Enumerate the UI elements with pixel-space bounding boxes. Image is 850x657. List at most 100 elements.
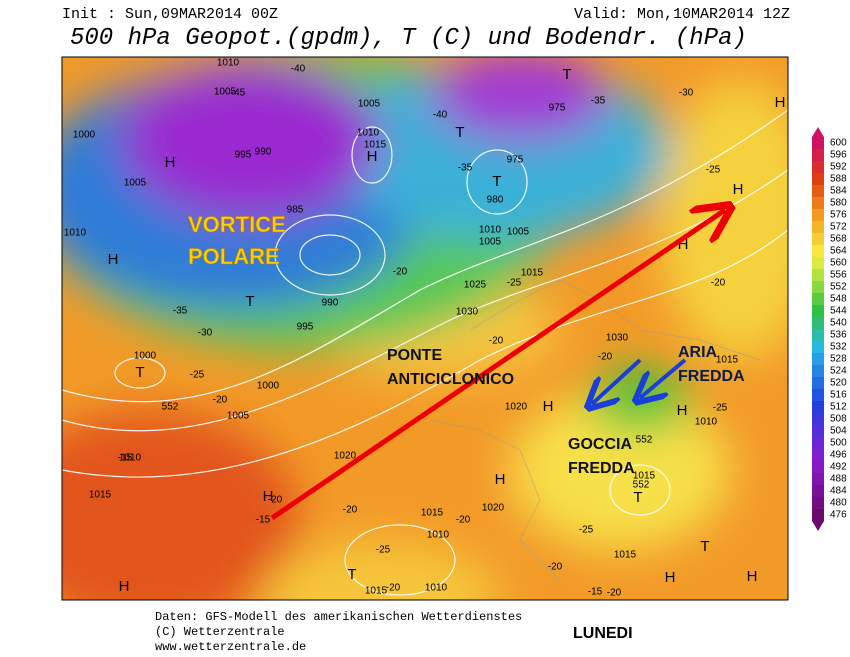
- map-label: 1005: [227, 411, 250, 422]
- map-label: -35: [173, 306, 188, 317]
- map-label: 1000: [73, 130, 96, 141]
- colorbar-cell: [812, 437, 824, 449]
- colorbar-label: 576: [830, 210, 847, 221]
- colorbar-cell: [812, 449, 824, 461]
- day-label: LUNEDI: [573, 625, 633, 642]
- map-label: 1005: [507, 227, 530, 238]
- map-label: -30: [198, 328, 213, 339]
- footer-copyright: (C) Wetterzentrale: [155, 625, 285, 639]
- map-label: 990: [322, 298, 339, 309]
- map-label: H: [543, 398, 554, 415]
- map-label: T: [492, 173, 501, 190]
- colorbar-label: 512: [830, 402, 847, 413]
- annotations: VORTICE POLARE PONTE ANTICICLONICO ARIA …: [188, 212, 745, 642]
- map-label: -35: [591, 96, 606, 107]
- colorbar-cell: [812, 485, 824, 497]
- colorbar-cell: [812, 365, 824, 377]
- map-label: 1010: [427, 530, 450, 541]
- colorbar-tip: [812, 127, 824, 137]
- map-label: T: [700, 538, 709, 555]
- map-label: -20: [598, 352, 613, 363]
- map-label: T: [135, 364, 144, 381]
- colorbar-cell: [812, 425, 824, 437]
- colorbar-cell: [812, 305, 824, 317]
- colorbar-cell: [812, 245, 824, 257]
- annotation: POLARE: [188, 244, 280, 269]
- map-label: -20: [456, 515, 471, 526]
- colorbar-cell: [812, 269, 824, 281]
- map-label: 1010: [64, 228, 87, 239]
- map-label: 1030: [606, 333, 629, 344]
- map-label: -20: [343, 505, 358, 516]
- colorbar-cell: [812, 281, 824, 293]
- colorbar-cell: [812, 509, 824, 521]
- map-label: T: [455, 124, 464, 141]
- map-title: 500 hPa Geopot.(gpdm), T (C) und Bodendr…: [70, 25, 747, 52]
- colorbar-cell: [812, 377, 824, 389]
- map-label: T: [633, 489, 642, 506]
- colorbar-cell: [812, 149, 824, 161]
- map-label: 1015: [716, 355, 739, 366]
- colorbar-label: 548: [830, 294, 847, 305]
- annotation: ANTICICLONICO: [387, 371, 514, 388]
- map-label: 1010: [695, 417, 718, 428]
- map-label: 1010: [217, 58, 240, 69]
- colorbar-label: 592: [830, 162, 847, 173]
- colorbar-label: 484: [830, 486, 847, 497]
- colorbar-label: 572: [830, 222, 847, 233]
- colorbar-label: 528: [830, 354, 847, 365]
- map-label: -20: [393, 267, 408, 278]
- map-label: H: [367, 148, 378, 165]
- colorbar-label: 476: [830, 510, 847, 521]
- colorbar-cell: [812, 317, 824, 329]
- colorbar-cell: [812, 461, 824, 473]
- colorbar-label: 516: [830, 390, 847, 401]
- map-label: 552: [633, 480, 650, 491]
- colorbar-label: 556: [830, 270, 847, 281]
- colorbar-cell: [812, 233, 824, 245]
- map-label: 1005: [214, 87, 237, 98]
- colorbar-tip: [812, 521, 824, 531]
- colorbar-label: 584: [830, 186, 847, 197]
- annotation: GOCCIA: [568, 436, 632, 453]
- map-label: 1015: [614, 550, 637, 561]
- colorbar-label: 496: [830, 450, 847, 461]
- red-arrow: [270, 210, 725, 521]
- map-label: 552: [162, 402, 179, 413]
- colorbar-label: 552: [830, 282, 847, 293]
- footer-url: www.wetterzentrale.de: [155, 640, 306, 654]
- blue-arrow: [640, 358, 687, 398]
- colorbar-label: 520: [830, 378, 847, 389]
- map-label: H: [495, 471, 506, 488]
- colorbar: 6005965925885845805765725685645605565525…: [812, 127, 847, 531]
- colorbar-label: 600: [830, 138, 847, 149]
- map-label: 1015: [89, 490, 112, 501]
- map-label: 1015: [421, 508, 444, 519]
- map-label: -35: [458, 163, 473, 174]
- map-label: H: [678, 236, 689, 253]
- map-label: -25: [376, 545, 391, 556]
- colorbar-label: 588: [830, 174, 847, 185]
- map-label: 552: [636, 435, 653, 446]
- colorbar-cell: [812, 173, 824, 185]
- colorbar-cell: [812, 401, 824, 413]
- map-label: 1000: [257, 381, 280, 392]
- map-label: T: [562, 66, 571, 83]
- map-label: 1010: [479, 225, 502, 236]
- colorbar-cell: [812, 185, 824, 197]
- map-label: -15: [588, 587, 603, 598]
- colorbar-label: 536: [830, 330, 847, 341]
- annotation: PONTE: [387, 347, 442, 364]
- map-label: 975: [549, 103, 566, 114]
- map-label: 985: [287, 205, 304, 216]
- colorbar-label: 560: [830, 258, 847, 269]
- map-label: 1025: [464, 280, 487, 291]
- annotation: FREDDA: [678, 368, 745, 385]
- map-label: -45: [231, 88, 246, 99]
- colorbar-cell: [812, 293, 824, 305]
- colorbar-label: 532: [830, 342, 847, 353]
- map-label: 995: [235, 150, 252, 161]
- colorbar-cell: [812, 413, 824, 425]
- map-label: H: [677, 402, 688, 419]
